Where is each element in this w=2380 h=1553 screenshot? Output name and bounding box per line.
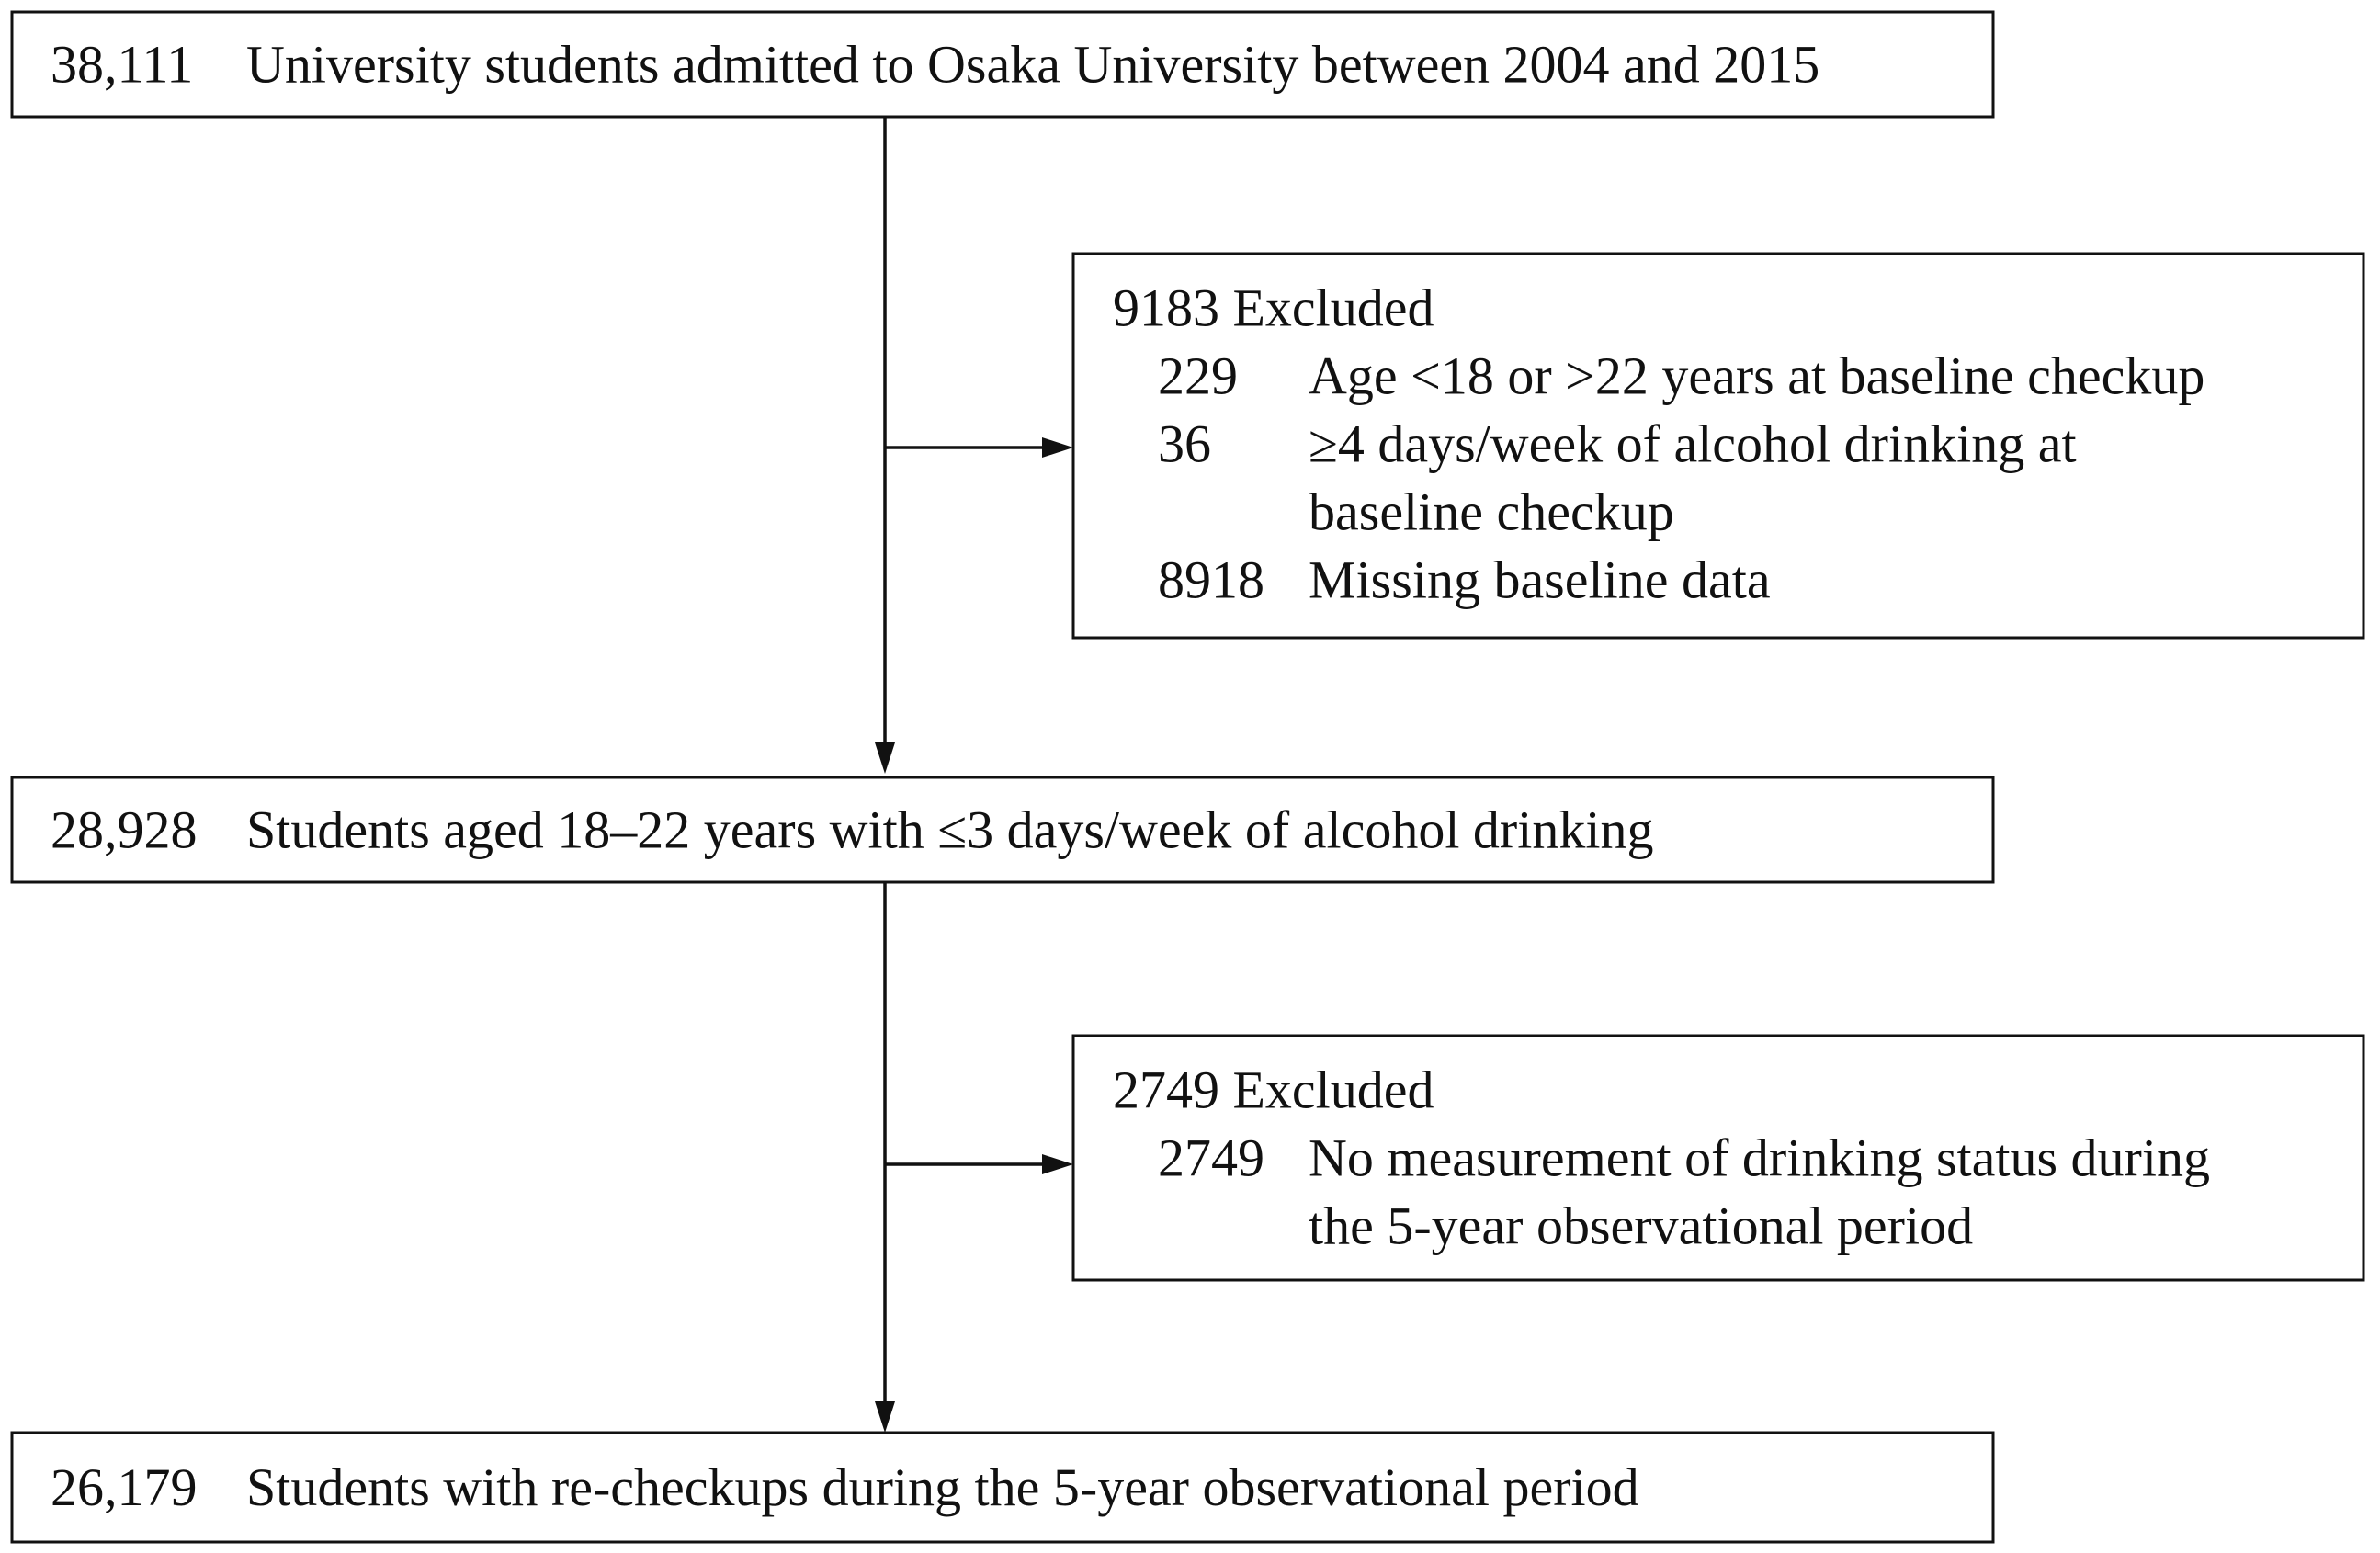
exclusion-title: 9183 Excluded — [1113, 278, 1434, 338]
exclusion-count: 8918 — [1158, 550, 1264, 610]
arrow-head — [1042, 1154, 1073, 1174]
step-box — [10, 10, 1995, 119]
exclusion-reason: the 5-year observational period — [1309, 1196, 1973, 1256]
arrow-head — [875, 742, 895, 774]
step-label: Students aged 18–22 years with ≤3 days/w… — [246, 800, 1653, 860]
step-label: University students admitted to Osaka Un… — [246, 35, 1819, 95]
connectors — [875, 117, 1073, 1433]
exclusion-count: 36 — [1158, 414, 1211, 474]
step-box — [10, 776, 1995, 884]
step-count: 28,928 — [51, 800, 198, 860]
exclusion-count: 2749 — [1158, 1128, 1264, 1188]
step-box — [10, 1431, 1995, 1544]
exclusion-title: 2749 Excluded — [1113, 1060, 1434, 1120]
exclusion-reason: ≥4 days/week of alcohol drinking at — [1309, 414, 2077, 474]
exclusion-box — [1071, 1034, 2365, 1282]
step-label: Students with re-checkups during the 5-y… — [246, 1457, 1639, 1517]
arrow-head — [1042, 437, 1073, 458]
step-count: 38,111 — [51, 35, 193, 95]
exclusion-reason: Missing baseline data — [1309, 550, 1771, 610]
exclusion-reason: baseline checkup — [1309, 482, 1674, 542]
step-count: 26,179 — [51, 1457, 198, 1517]
arrow-head — [875, 1401, 895, 1433]
exclusion-count: 229 — [1158, 346, 1238, 406]
exclusion-box — [1071, 252, 2365, 640]
exclusion-reason: No measurement of drinking status during — [1309, 1128, 2210, 1188]
exclusion-reason: Age <18 or >22 years at baseline checkup — [1309, 346, 2204, 406]
